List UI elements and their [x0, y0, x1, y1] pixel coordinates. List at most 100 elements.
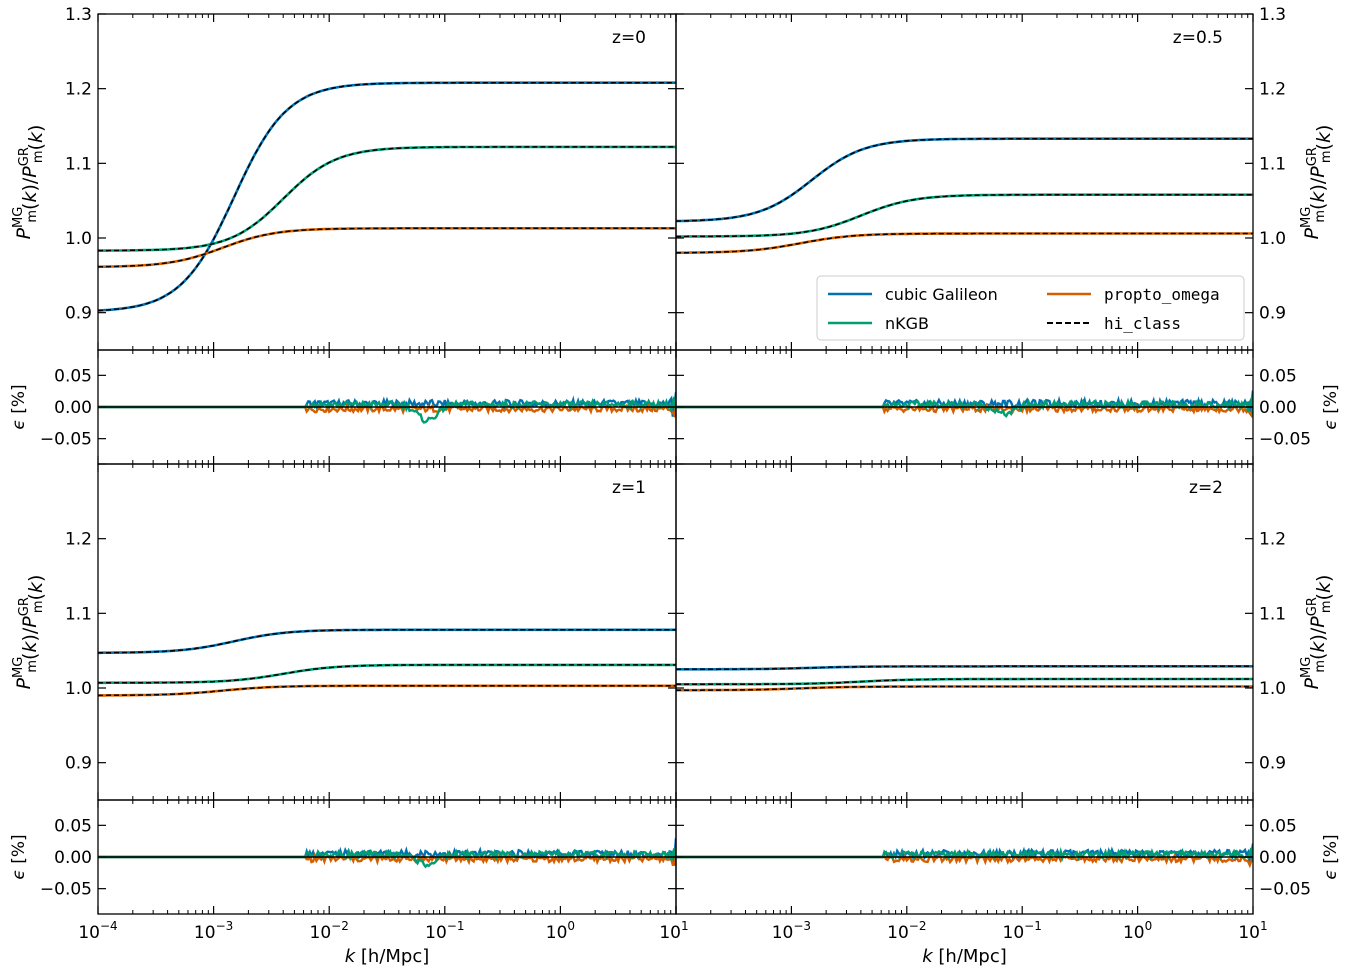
y-tick-label: 1.3 [65, 5, 92, 25]
y-title-part: m [1319, 600, 1334, 613]
y-tick-label: 1.0 [65, 679, 92, 699]
x-tick-exp: 0 [567, 919, 575, 933]
x-title-k: k [922, 946, 938, 967]
y-title-part: m [25, 660, 40, 673]
series-line-hi-class [676, 137, 1253, 222]
y-title-part: )/ [19, 627, 41, 641]
legend-label: nKGB [885, 314, 929, 333]
y-tick-label: −0.05 [1259, 880, 1311, 900]
y-tick-label: 0.9 [1259, 304, 1286, 324]
y-axis-title: PMGm(k)/PGRm(k) [11, 125, 47, 240]
legend-label: hi_class [1104, 314, 1181, 333]
y-title-part: m [1313, 660, 1328, 673]
y-axis-title: PMGm(k)/PGRm(k) [1299, 125, 1335, 240]
legend-box [816, 275, 1245, 341]
y-title-part: k [25, 131, 47, 143]
y-title-part: ) [1313, 575, 1335, 582]
x-title-k: k [345, 946, 361, 967]
eps-symbol: ϵ [9, 414, 29, 430]
y-title-part: P [13, 227, 35, 239]
y-title-part: ) [1313, 125, 1335, 132]
panel-label: z=0.5 [1173, 28, 1223, 48]
y-tick-label: 0.05 [1259, 816, 1297, 836]
series-line-hi-class [676, 685, 1253, 691]
x-title-rest: [h/Mpc] [361, 946, 429, 967]
plot-root: 0.91.01.11.21.3−0.050.000.05z=0PMGm(k)/P… [9, 5, 1341, 967]
eps-unit: [%] [1321, 384, 1341, 413]
y-tick-label: 1.0 [1259, 229, 1286, 249]
x-tick-base: 10 [194, 923, 216, 943]
x-tick-exp: −3 [793, 919, 811, 933]
y-title-part: ) [25, 125, 47, 132]
panel-z=1: 0.91.01.11.2−0.050.000.05z=1PMGm(k)/PGRm… [9, 463, 689, 967]
series-line-propto_omega [98, 684, 676, 697]
panel-z=0.5: 0.91.01.11.21.3−0.050.000.05z=0.5PMGm(k)… [675, 5, 1341, 465]
y-tick-label: −0.05 [40, 880, 92, 900]
y-title-part: )/ [1307, 177, 1329, 191]
series-line-nkgb [676, 193, 1253, 238]
y-title-part: GR [1305, 597, 1320, 616]
y-title-part: MG [11, 207, 26, 228]
x-tick-label: 10−2 [887, 919, 926, 943]
x-tick-base: 10 [772, 923, 794, 943]
y-title-part: ( [25, 593, 47, 600]
series-line-hi-class [98, 664, 676, 684]
y-tick-label: 0.9 [65, 754, 92, 774]
y-tick-label: −0.05 [1259, 430, 1311, 450]
y-title-part: m [31, 150, 46, 163]
x-tick-label: 101 [659, 919, 688, 943]
x-title-rest: [h/Mpc] [938, 946, 1006, 967]
y-title-part: k [19, 191, 41, 203]
legend-label: cubic Galileon [885, 285, 998, 304]
y-title-part: MG [1299, 207, 1314, 228]
series-line-hi-class [98, 227, 676, 268]
x-tick-base: 10 [887, 923, 909, 943]
series-line-hi-class [98, 146, 676, 252]
series-line-hi-class [98, 81, 676, 312]
x-tick-label: 101 [1238, 919, 1267, 943]
y-title-part: m [31, 600, 46, 613]
ratio-axes-frame [97, 13, 677, 351]
legend: cubic Galileon propto_omega nKGB hi_class [816, 275, 1245, 341]
eps-axis-title: ϵ [%] [1321, 834, 1341, 879]
x-tick-exp: −3 [216, 919, 234, 933]
x-tick-label: 10−2 [310, 919, 349, 943]
eps-axis-title: ϵ [%] [9, 384, 29, 429]
y-title-part: GR [1305, 147, 1320, 166]
y-title-part: k [1313, 581, 1335, 593]
series-line-hi-class [676, 665, 1253, 671]
y-tick-label: 0.05 [54, 816, 92, 836]
y-title-part: ( [1307, 203, 1329, 210]
y-title-part: k [1307, 191, 1329, 203]
y-title-part: m [1313, 210, 1328, 223]
series-line-hi-class [98, 685, 676, 697]
y-title-part: k [1307, 641, 1329, 653]
y-title-part: P [1301, 227, 1323, 239]
y-title-part: ) [25, 575, 47, 582]
x-tick-exp: 0 [1145, 919, 1153, 933]
x-axis-title: k [h/Mpc] [922, 946, 1007, 967]
y-tick-label: 0.9 [65, 304, 92, 324]
y-axis-title: PMGm(k)/PGRm(k) [11, 575, 47, 690]
x-tick-label: 10−3 [194, 919, 233, 943]
x-tick-exp: −1 [447, 919, 465, 933]
series-line-hi-class [676, 193, 1253, 238]
y-title-part: k [25, 581, 47, 593]
x-axis-title: k [h/Mpc] [345, 946, 430, 967]
series-line-hi-class [676, 232, 1253, 254]
x-tick-base: 10 [1238, 923, 1260, 943]
ratio-lines [676, 665, 1253, 692]
x-tick-label: 10−3 [772, 919, 811, 943]
ratio-axes-frame [675, 463, 1254, 801]
y-tick-label: 0.00 [54, 848, 92, 868]
y-title-part: m [1319, 150, 1334, 163]
y-title-part: m [25, 210, 40, 223]
x-tick-label: 100 [1123, 919, 1152, 943]
y-title-part: P [19, 166, 41, 178]
x-tick-label: 10−1 [425, 919, 464, 943]
x-tick-base: 10 [1123, 923, 1145, 943]
x-tick-exp: −1 [1024, 919, 1042, 933]
y-title-part: MG [11, 657, 26, 678]
y-tick-label: 0.05 [54, 366, 92, 386]
